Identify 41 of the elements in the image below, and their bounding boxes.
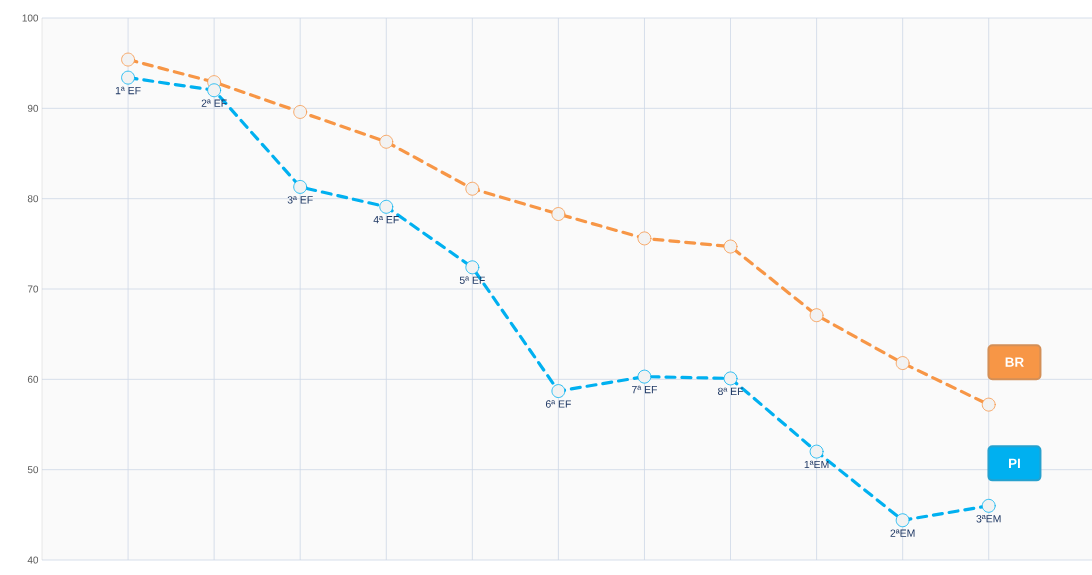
y-tick-label: 60	[27, 375, 39, 383]
point	[637, 369, 652, 384]
y-tick-label: 90	[27, 104, 39, 112]
point	[637, 231, 652, 246]
point	[465, 260, 480, 275]
point	[121, 52, 135, 67]
text: BR	[1005, 357, 1024, 367]
x-tick-label: 1ª EF	[115, 86, 141, 95]
x-tick-label: 7ª EF	[632, 385, 658, 394]
text: PI	[1009, 458, 1020, 468]
x-tick-label: 5ª EF	[459, 276, 485, 284]
x-tick-label: 3ªEM	[976, 515, 1001, 523]
point	[981, 397, 996, 412]
x-tick-label: 4ª EF	[373, 216, 399, 224]
point	[207, 83, 222, 98]
point	[723, 371, 738, 386]
x-tick-label: 2ªEM	[890, 529, 915, 537]
point	[723, 239, 738, 254]
y-tick-label: 80	[27, 195, 39, 203]
y-tick-label: 40	[27, 556, 39, 564]
point	[293, 105, 308, 119]
x-tick-label: 1ªEM	[804, 460, 829, 469]
point	[809, 308, 824, 323]
point	[379, 199, 394, 214]
point	[809, 444, 824, 459]
point	[981, 498, 996, 513]
point	[551, 207, 566, 221]
point	[379, 134, 394, 149]
point	[551, 384, 566, 398]
x-tick-label: 8ª EF	[718, 387, 744, 396]
y-tick-label: 70	[27, 285, 39, 293]
point	[465, 181, 480, 196]
y-tick-label: 50	[27, 466, 39, 474]
x-tick-label: 6ª EF	[545, 400, 571, 408]
point	[121, 70, 135, 85]
x-tick-label: 2ª EF	[201, 99, 227, 107]
y-tick-label: 100	[22, 14, 39, 22]
x-tick-label: 3ª EF	[287, 196, 313, 204]
point	[895, 356, 910, 370]
point	[895, 513, 910, 528]
point	[293, 180, 308, 194]
